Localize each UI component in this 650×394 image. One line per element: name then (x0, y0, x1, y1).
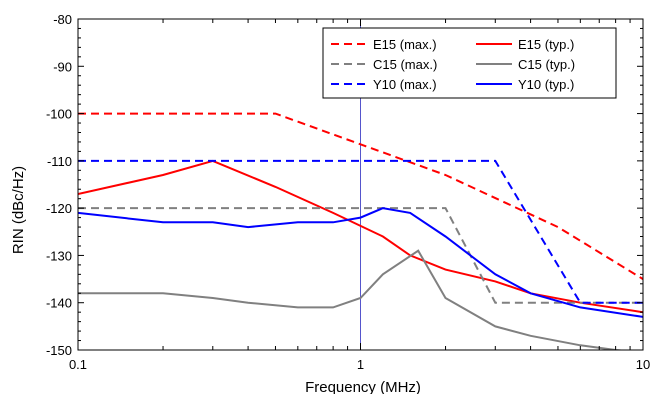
series-line-y10-max (78, 159, 643, 304)
y-tick-label: -120 (46, 201, 72, 216)
legend-label: Y10 (max.) (373, 77, 437, 92)
legend-label: C15 (typ.) (518, 57, 575, 72)
legend-label: Y10 (typ.) (518, 77, 574, 92)
legend-label: E15 (typ.) (518, 37, 574, 52)
series-line-y10-typ (78, 207, 643, 318)
series-group (78, 19, 643, 350)
y-tick-label: -130 (46, 248, 72, 263)
y-tick-label: -140 (46, 296, 72, 311)
x-tick-label: 1 (357, 357, 364, 372)
plot-marks (78, 19, 643, 350)
axis-ticks: -150 -140 -130 -120 -110 -100 -90 -80 0.1 1 10 (46, 12, 650, 372)
legend-label: E15 (max.) (373, 37, 437, 52)
x-axis-label: Frequency (MHz) (305, 379, 421, 394)
y-tick-label: -110 (47, 154, 72, 169)
legend: E15 (max.) E15 (typ.) C15 (max.) C15 (typ.)… (322, 27, 617, 99)
y-axis-label: RIN (dBc/Hz) (10, 166, 27, 254)
legend-label: C15 (max.) (373, 57, 437, 72)
y-tick-label: -80 (53, 12, 72, 27)
series-line-c15-typ (78, 249, 628, 350)
y-tick-label: -150 (46, 343, 72, 358)
x-tick-label: 0.1 (69, 357, 87, 372)
legend-box (322, 27, 617, 99)
x-tick-label: 10 (636, 357, 650, 372)
y-tick-label: -100 (46, 107, 72, 122)
y-tick-label: -90 (53, 59, 72, 74)
